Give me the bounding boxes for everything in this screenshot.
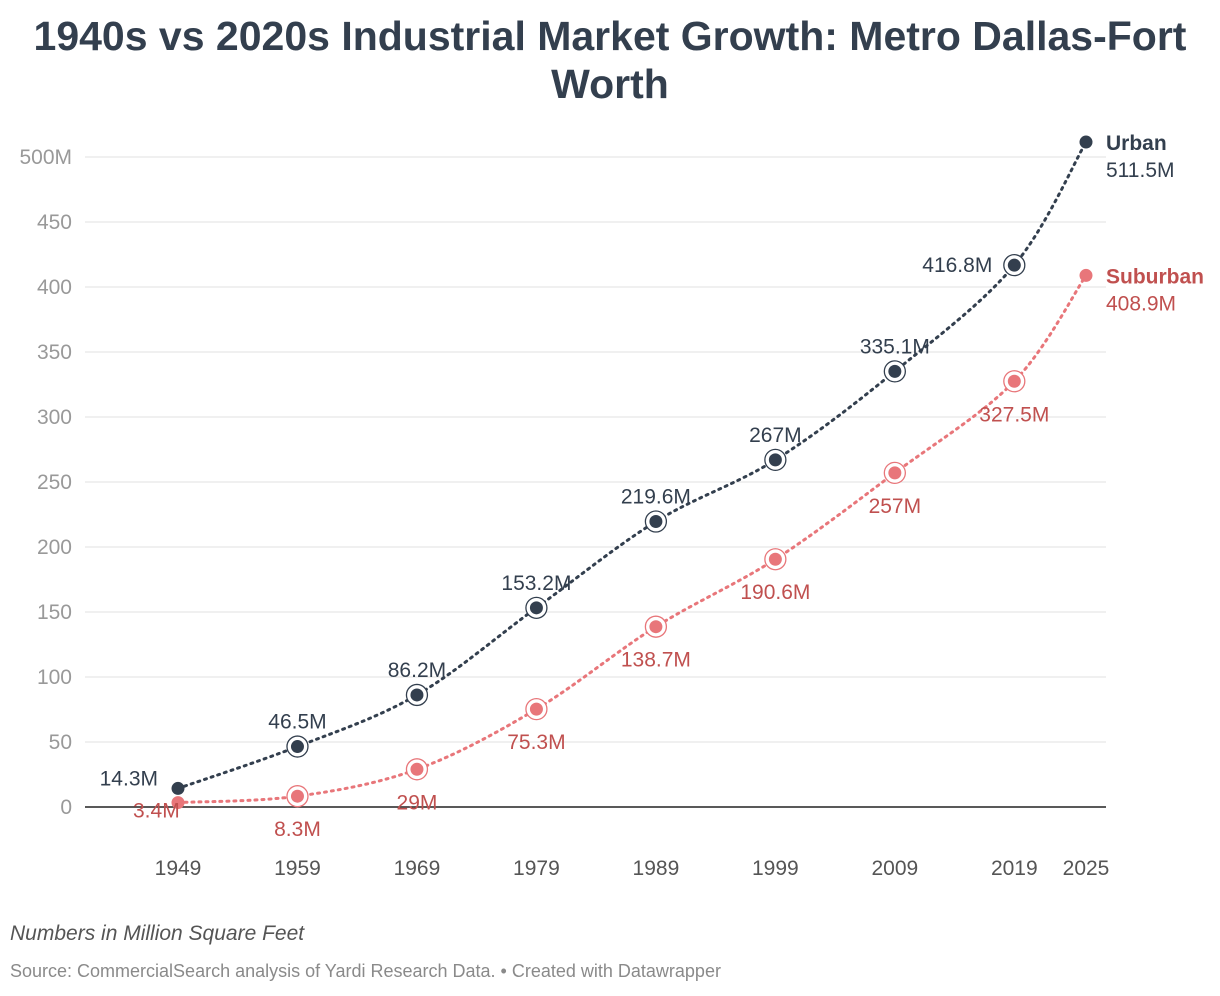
- urban-point: [290, 740, 304, 754]
- series-points: [171, 135, 1093, 810]
- urban-point: [529, 601, 543, 615]
- urban-point: [171, 781, 185, 795]
- x-tick-label: 1979: [513, 857, 560, 880]
- suburban-data-label: 8.3M: [274, 818, 321, 841]
- urban-data-label: 267M: [749, 424, 802, 447]
- chart-title: 1940s vs 2020s Industrial Market Growth:…: [33, 13, 1187, 107]
- suburban-data-label: 29M: [397, 791, 438, 814]
- suburban-series-name: Suburban: [1106, 265, 1204, 288]
- suburban-point: [410, 762, 424, 776]
- chart-notes: Numbers in Million Square Feet: [10, 922, 305, 945]
- y-tick-label: 0: [60, 796, 72, 819]
- x-tick-label: 2019: [991, 857, 1038, 880]
- y-tick-label: 100: [37, 666, 72, 689]
- urban-data-label: 416.8M: [922, 254, 992, 277]
- x-tick-label: 1999: [752, 857, 799, 880]
- y-tick-label: 450: [37, 211, 72, 234]
- y-tick-label: 500M: [19, 146, 72, 169]
- y-axis-tick-labels: 0 50 100 150 200 250 300 350 400 450 500M: [19, 146, 72, 819]
- suburban-point: [888, 466, 902, 480]
- y-tick-label: 150: [37, 601, 72, 624]
- suburban-data-label: 75.3M: [507, 731, 565, 754]
- suburban-data-label: 3.4M: [133, 800, 180, 823]
- x-tick-label: 1949: [155, 857, 202, 880]
- y-tick-label: 250: [37, 471, 72, 494]
- suburban-point: [529, 702, 543, 716]
- suburban-point: [649, 620, 663, 634]
- urban-point: [1007, 258, 1021, 272]
- urban-data-label: 14.3M: [100, 767, 158, 790]
- urban-data-label: 335.1M: [860, 335, 930, 358]
- suburban-data-label: 408.9M: [1106, 292, 1176, 315]
- suburban-data-label: 327.5M: [979, 403, 1049, 426]
- suburban-data-label: 138.7M: [621, 649, 691, 672]
- x-tick-label: 1959: [274, 857, 321, 880]
- data-labels: 14.3M 46.5M 86.2M 153.2M 219.6M 267M 335.1M 416…: [100, 132, 1204, 841]
- suburban-point: [1079, 268, 1093, 282]
- y-tick-label: 200: [37, 536, 72, 559]
- urban-point: [1079, 135, 1093, 149]
- y-tick-label: 50: [49, 731, 72, 754]
- suburban-point: [290, 789, 304, 803]
- y-tick-label: 300: [37, 406, 72, 429]
- urban-point: [410, 688, 424, 702]
- suburban-data-label: 190.6M: [740, 581, 810, 604]
- suburban-point: [1007, 374, 1021, 388]
- urban-point: [888, 364, 902, 378]
- series-lines: [176, 140, 1088, 805]
- y-tick-label: 350: [37, 341, 72, 364]
- urban-data-label: 46.5M: [268, 711, 326, 734]
- grid-lines: [85, 156, 1106, 808]
- urban-point: [768, 453, 782, 467]
- x-tick-label: 1969: [394, 857, 441, 880]
- urban-series-name: Urban: [1106, 132, 1167, 155]
- urban-data-label: 511.5M: [1106, 159, 1175, 182]
- urban-data-label: 86.2M: [388, 659, 446, 682]
- urban-data-label: 219.6M: [621, 486, 691, 509]
- x-tick-label: 1989: [633, 857, 680, 880]
- urban-series-line: [176, 140, 1088, 790]
- x-tick-label: 2025: [1063, 857, 1110, 880]
- urban-point: [649, 515, 663, 529]
- y-tick-label: 400: [37, 276, 72, 299]
- suburban-point: [768, 552, 782, 566]
- suburban-point: [171, 796, 185, 810]
- suburban-series-line: [176, 273, 1088, 805]
- suburban-data-label: 257M: [869, 495, 922, 518]
- x-tick-label: 2009: [871, 857, 918, 880]
- chart-source: Source: CommercialSearch analysis of Yar…: [10, 961, 721, 981]
- x-axis-tick-labels: 1949 1959 1969 1979 1989 1999 2009 2019 2025: [155, 857, 1110, 880]
- urban-data-label: 153.2M: [501, 572, 571, 595]
